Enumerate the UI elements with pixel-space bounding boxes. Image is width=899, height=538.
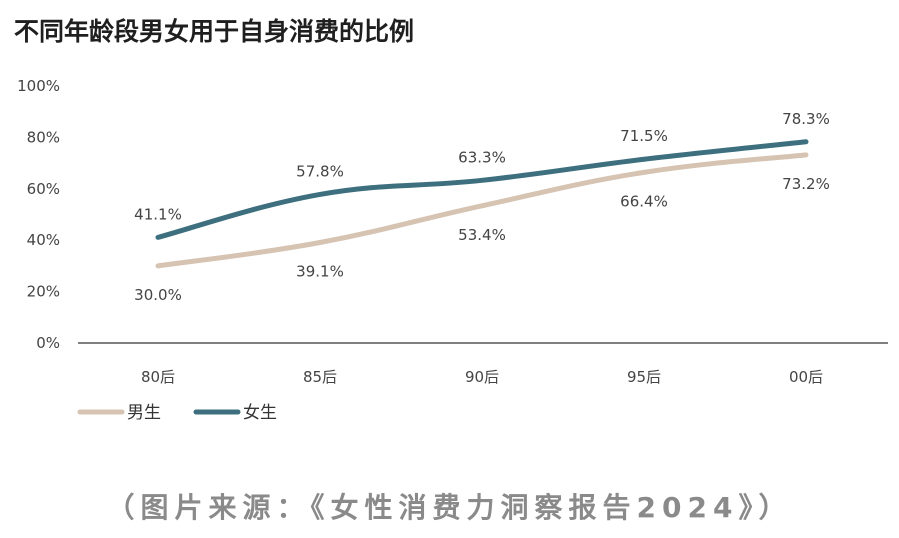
x-tick-label: 85后: [303, 368, 337, 386]
data-label-female: 71.5%: [620, 127, 668, 145]
data-label-male: 66.4%: [620, 192, 668, 210]
chart-title: 不同年龄段男女用于自身消费的比例: [14, 17, 415, 46]
x-tick-label: 90后: [465, 368, 499, 386]
data-label-female: 41.1%: [134, 205, 182, 223]
line-chart: 0% 20% 40% 60% 80% 100% 80后 85后 90后 95后 00后 30.0%…: [17, 77, 888, 423]
y-tick-label: 80%: [27, 128, 60, 146]
legend: 男生 女生: [77, 403, 277, 423]
data-labels: 30.0% 39.1% 53.4% 66.4% 73.2% 41.1% 57.8% 63.3%…: [134, 110, 830, 304]
x-tick-label: 00后: [789, 368, 823, 386]
legend-label-female: 女生: [243, 403, 277, 423]
y-tick-label: 40%: [27, 231, 60, 249]
data-label-female: 63.3%: [458, 148, 506, 166]
x-tick-label: 95后: [627, 368, 661, 386]
y-tick-label: 100%: [17, 77, 60, 95]
y-tick-label: 20%: [27, 283, 60, 301]
data-label-female: 78.3%: [782, 110, 830, 128]
x-axis-ticks: 80后 85后 90后 95后 00后: [141, 368, 823, 386]
y-tick-label: 0%: [36, 334, 60, 352]
y-tick-label: 60%: [27, 180, 60, 198]
series-line-female: [155, 139, 809, 240]
legend-label-male: 男生: [127, 403, 161, 423]
data-label-male: 30.0%: [134, 286, 182, 304]
data-label-male: 73.2%: [782, 175, 830, 193]
data-label-male: 39.1%: [296, 263, 344, 281]
y-axis-ticks: 0% 20% 40% 60% 80% 100%: [17, 77, 60, 352]
x-tick-label: 80后: [141, 368, 175, 386]
series-lines: [155, 139, 809, 269]
source-note: （图片来源：《女性消费力洞察报告2024》）: [106, 491, 793, 524]
series-line-male: [155, 152, 809, 269]
data-label-female: 57.8%: [296, 162, 344, 180]
data-label-male: 53.4%: [458, 226, 506, 244]
